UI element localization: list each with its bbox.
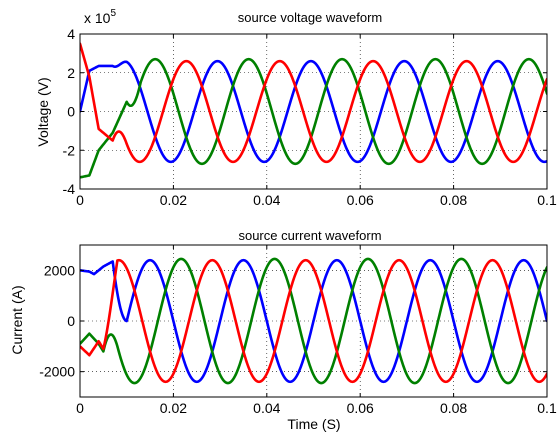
voltage-y-multiplier: x 105: [84, 8, 116, 26]
current-series-2-line: [80, 258, 547, 384]
current-y-axis-label: Current (A): [9, 285, 25, 354]
current-series-1-line: [80, 257, 547, 385]
voltage-y-tick-label: 2: [67, 65, 75, 81]
voltage-y-tick-label: 0: [67, 104, 75, 120]
current-x-tick-label: 0.08: [440, 400, 467, 416]
voltage-series-1-line: [80, 57, 547, 179]
voltage-y-tick-label: -4: [63, 181, 76, 197]
current-series-0-line: [80, 258, 547, 384]
voltage-y-tick-label: -2: [63, 142, 76, 158]
current-x-tick-label: 0.02: [160, 400, 187, 416]
voltage-chart-title: source voltage waveform: [238, 10, 383, 25]
voltage-series-0-line: [80, 59, 547, 164]
voltage-x-tick-label: 0.04: [253, 192, 280, 208]
current-y-tick-label: 2000: [44, 262, 75, 278]
voltage-series-2-line: [80, 42, 547, 164]
voltage-x-tick-label: 0.02: [160, 192, 187, 208]
voltage-y-tick-label: 4: [67, 26, 75, 42]
current-chart-title: source current waveform: [238, 228, 381, 243]
current-x-tick-label: 0.04: [253, 400, 280, 416]
current-y-tick-label: -2000: [39, 364, 75, 380]
current-x-axis-label: Time (S): [287, 416, 340, 432]
current-x-tick-label: 0.06: [347, 400, 374, 416]
current-y-tick-label: 0: [67, 313, 75, 329]
voltage-x-tick-label: 0.06: [347, 192, 374, 208]
voltage-x-tick-label: 0.1: [537, 192, 557, 208]
current-x-tick-label: 0: [76, 400, 84, 416]
voltage-x-tick-label: 0.08: [440, 192, 467, 208]
voltage-y-multiplier-exponent: 5: [110, 8, 116, 19]
current-x-tick-label: 0.1: [537, 400, 557, 416]
current-panel: source current waveform Current (A) Time…: [9, 228, 557, 432]
voltage-x-tick-label: 0: [76, 192, 84, 208]
voltage-y-axis-label: Voltage (V): [35, 77, 51, 146]
voltage-panel: source voltage waveform x 105 Voltage (V…: [35, 8, 557, 208]
